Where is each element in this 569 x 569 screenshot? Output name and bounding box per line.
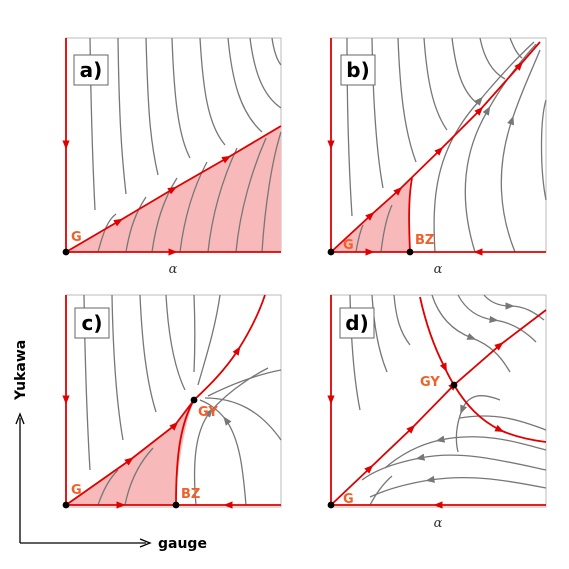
panel-a-label: a)	[80, 58, 103, 82]
panel-d: G GY d) α	[328, 295, 546, 531]
panel-c-label-g: G	[71, 483, 82, 498]
panel-a: G a) α	[63, 38, 281, 277]
panel-c-label-gy: GY	[198, 405, 218, 420]
panel-d-label-gy: GY	[420, 375, 440, 390]
gauge-axis-label: gauge	[158, 536, 207, 552]
panel-a-fixed-point-g	[63, 249, 70, 256]
panel-a-label-g: G	[71, 230, 82, 245]
panel-c-fixed-point-gy	[191, 397, 198, 404]
panel-c: G BZ GY c)	[63, 295, 281, 508]
panel-b-fixed-point-g	[328, 249, 335, 256]
panel-b-fixed-point-bz	[407, 249, 414, 256]
panel-b-x-label: α	[434, 262, 443, 277]
panel-b-label: b)	[346, 58, 369, 82]
yukawa-axis-label: Yukawa	[13, 340, 29, 401]
panel-d-label: d)	[345, 311, 368, 335]
panel-d-label-g: G	[343, 492, 354, 507]
panel-b: G BZ b) α	[328, 38, 546, 277]
panel-a-x-label: α	[169, 262, 178, 277]
panel-d-fixed-point-g	[328, 502, 335, 509]
panel-d-x-label: α	[434, 516, 443, 531]
panel-c-fixed-point-g	[63, 502, 70, 509]
panel-c-fixed-point-bz	[173, 502, 180, 509]
panel-c-label: c)	[82, 311, 103, 335]
panel-b-label-bz: BZ	[415, 233, 434, 248]
panel-b-label-g: G	[343, 238, 354, 253]
panel-d-fixed-point-gy	[451, 382, 458, 389]
panel-c-label-bz: BZ	[181, 487, 200, 502]
